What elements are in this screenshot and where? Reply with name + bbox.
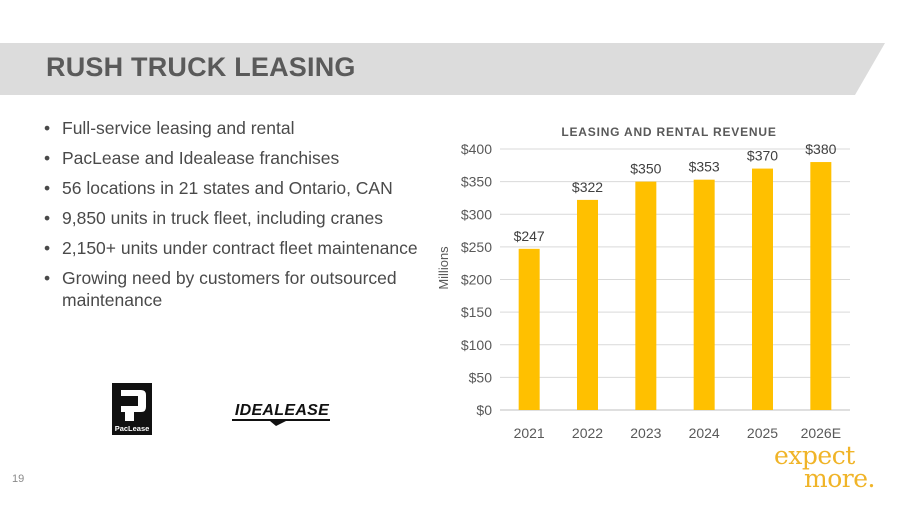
bullet-item: 9,850 units in truck fleet, including cr… [44,207,434,229]
y-tick-label: $250 [461,239,492,255]
x-tick-label: 2022 [572,425,603,441]
page-title: RUSH TRUCK LEASING [46,52,356,82]
x-tick-label: 2024 [689,425,720,441]
x-tick-label: 2025 [747,425,778,441]
x-tick-labels: 2021 2022 2023 2024 2025 2026E [514,425,841,441]
data-label: $247 [514,228,545,244]
tagline-line-1: expect [774,441,855,470]
y-axis-label: Millions [436,246,451,290]
data-label: $350 [630,161,661,177]
data-label: $380 [805,141,836,157]
y-tick-labels: $0 $50 $100 $150 $200 $250 $300 $350 $400 [461,141,492,418]
bullet-item: Full-service leasing and rental [44,117,434,139]
chart-title: LEASING AND RENTAL REVENUE [561,125,776,139]
y-tick-label: $200 [461,272,492,288]
y-tick-label: $50 [469,369,493,385]
x-tick-label: 2021 [514,425,545,441]
x-tick-label: 2023 [630,425,661,441]
bullet-item: 56 locations in 21 states and Ontario, C… [44,177,434,199]
bar-2023 [635,181,657,410]
data-labels: $247 $322 $350 $353 $370 $380 [514,141,837,244]
y-tick-label: $400 [461,141,492,157]
tagline-line-2: more. [804,464,875,493]
title-band [0,43,900,95]
paclease-logo: PacLease [112,383,152,435]
y-tick-label: $350 [461,174,492,190]
bar-2024 [693,179,715,410]
x-tick-label: 2026E [801,425,841,441]
paclease-logo-text: PacLease [115,424,150,433]
bar-2025 [752,168,773,410]
grid-lines [500,148,850,411]
y-tick-label: $0 [476,402,492,418]
idealease-logo-text: IDEALEASE [235,402,330,419]
y-tick-label: $300 [461,206,492,222]
data-label: $353 [689,159,720,175]
y-tick-label: $100 [461,337,492,353]
bar-2022 [577,199,598,410]
bar-2026E [810,162,832,410]
bullet-item: PacLease and Idealease franchises [44,147,434,169]
idealease-logo: IDEALEASE [232,402,330,426]
bullet-list: Full-service leasing and rental PacLease… [44,117,434,319]
data-label: $322 [572,179,603,195]
page-number: 19 [12,473,25,485]
y-tick-label: $150 [461,304,492,320]
expect-more-tagline: expect more. [760,441,880,493]
data-label: $370 [747,148,778,164]
bullet-item: Growing need by customers for outsourced… [44,267,434,311]
bar-2021 [518,248,540,410]
title-band-shape [0,43,885,95]
bullet-item: 2,150+ units under contract fleet mainte… [44,237,434,259]
revenue-bar-chart: LEASING AND RENTAL REVENUE Millions $0 $5… [436,125,850,441]
bars [518,162,832,410]
